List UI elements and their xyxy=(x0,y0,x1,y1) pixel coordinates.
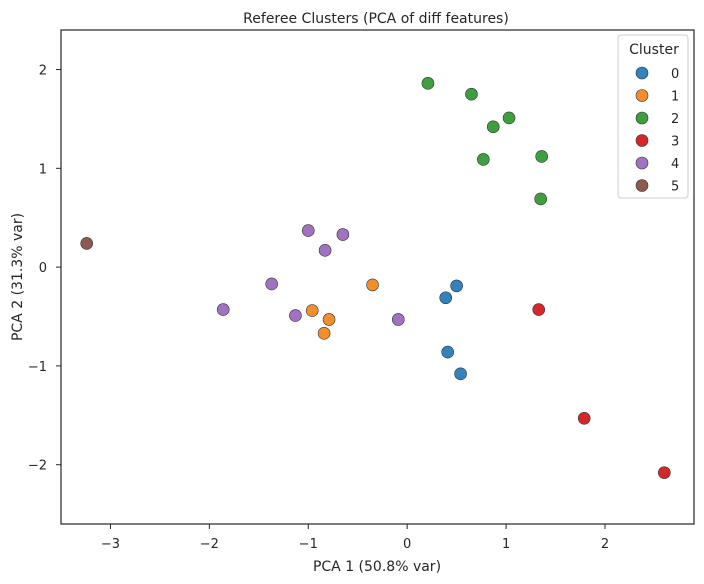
y-tick-label: −2 xyxy=(28,459,47,474)
data-point-cluster-4 xyxy=(216,303,230,316)
legend-marker-cluster-4 xyxy=(635,156,649,170)
legend-label-cluster-3: 3 xyxy=(671,135,679,150)
data-point-cluster-2 xyxy=(534,192,547,206)
data-point-cluster-2 xyxy=(421,77,435,90)
data-point-cluster-4 xyxy=(391,313,405,326)
x-tick-label: 0 xyxy=(403,537,411,552)
x-axis-ticks: −3 −2 −1 0 1 2 xyxy=(101,524,609,552)
plot-frame xyxy=(60,29,695,525)
legend-marker-cluster-5 xyxy=(635,179,649,192)
legend: Cluster 0 1 2 3 4 5 xyxy=(617,34,689,199)
data-point-cluster-2 xyxy=(465,87,478,101)
chart-title: Referee Clusters (PCA of diff features) xyxy=(243,11,509,27)
y-tick-label: 0 xyxy=(39,261,47,276)
x-tick-label: −2 xyxy=(200,537,219,552)
x-tick-label: 2 xyxy=(601,537,609,552)
data-point-cluster-2 xyxy=(535,150,548,163)
legend-marker-cluster-2 xyxy=(635,111,649,125)
data-point-cluster-4 xyxy=(265,277,278,291)
legend-title: Cluster xyxy=(629,42,679,58)
data-point-cluster-0 xyxy=(439,291,453,305)
legend-label-cluster-1: 1 xyxy=(671,90,679,105)
data-point-cluster-4 xyxy=(301,224,315,237)
legend-marker-cluster-0 xyxy=(635,66,649,80)
data-point-cluster-4 xyxy=(336,228,350,241)
legend-marker-cluster-1 xyxy=(635,89,649,102)
legend-label-cluster-2: 2 xyxy=(671,112,679,127)
data-point-cluster-4 xyxy=(289,309,302,322)
data-point-cluster-1 xyxy=(305,304,319,317)
data-point-cluster-1 xyxy=(317,327,331,340)
legend-marker-cluster-3 xyxy=(635,134,649,147)
y-axis-label: PCA 2 (31.3% var) xyxy=(10,213,26,341)
data-point-cluster-3 xyxy=(577,411,591,425)
data-point-cluster-4 xyxy=(318,244,332,257)
data-point-cluster-2 xyxy=(477,153,490,166)
legend-label-cluster-5: 5 xyxy=(671,180,679,195)
data-point-cluster-3 xyxy=(532,303,546,316)
data-point-cluster-1 xyxy=(322,313,336,326)
y-tick-label: −1 xyxy=(28,360,47,375)
y-tick-label: 2 xyxy=(39,64,47,79)
data-point-cluster-0 xyxy=(450,279,463,293)
legend-label-cluster-4: 4 xyxy=(671,157,679,172)
x-tick-label: 1 xyxy=(502,537,510,552)
data-point-cluster-0 xyxy=(454,367,467,381)
data-point-cluster-1 xyxy=(366,278,379,292)
points-layer xyxy=(80,77,671,479)
y-tick-label: 1 xyxy=(39,162,47,177)
data-point-cluster-2 xyxy=(486,120,500,134)
x-tick-label: −1 xyxy=(299,537,318,552)
y-axis-ticks: −2 −1 0 1 2 xyxy=(28,64,61,474)
x-tick-label: −3 xyxy=(101,537,120,552)
legend-label-cluster-0: 0 xyxy=(671,67,679,82)
data-point-cluster-0 xyxy=(441,345,455,359)
data-point-cluster-2 xyxy=(502,111,516,125)
data-point-cluster-5 xyxy=(80,237,94,250)
legend-items: 0 1 2 3 4 5 xyxy=(635,66,679,195)
x-axis-label: PCA 1 (50.8% var) xyxy=(313,559,441,575)
legend-frame xyxy=(617,34,689,199)
data-point-cluster-3 xyxy=(658,466,671,479)
